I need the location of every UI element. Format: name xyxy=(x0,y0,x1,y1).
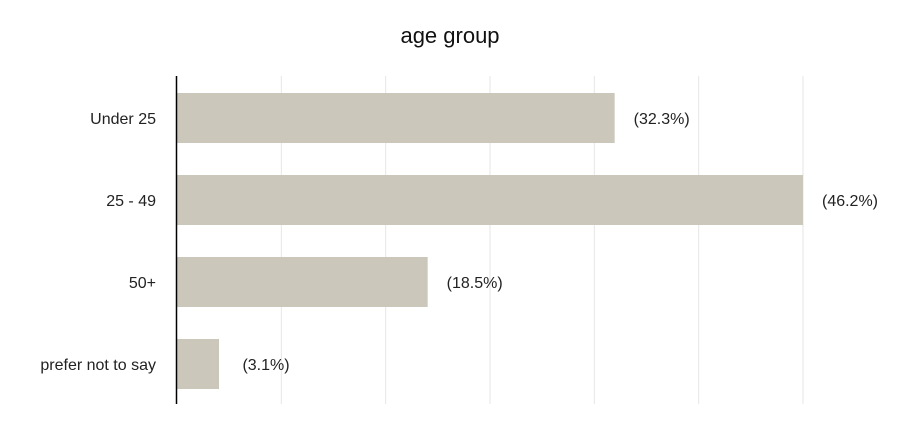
category-label: 25 - 49 xyxy=(106,193,156,210)
labels: Under 25 (32.3%) 25 - 49 (46.2%) 50+ (18.5%) p… xyxy=(40,111,878,374)
chart-title: age group xyxy=(400,23,499,48)
data-label: (3.1%) xyxy=(242,357,289,374)
bars xyxy=(177,93,803,389)
bar xyxy=(177,257,428,307)
bar xyxy=(177,93,615,143)
category-label: Under 25 xyxy=(90,111,156,128)
bar xyxy=(177,175,803,225)
data-label: (46.2%) xyxy=(822,193,878,210)
category-label: 50+ xyxy=(129,275,156,292)
category-label: prefer not to say xyxy=(40,357,156,374)
data-label: (18.5%) xyxy=(447,275,503,292)
data-label: (32.3%) xyxy=(634,111,690,128)
bar xyxy=(177,339,220,389)
